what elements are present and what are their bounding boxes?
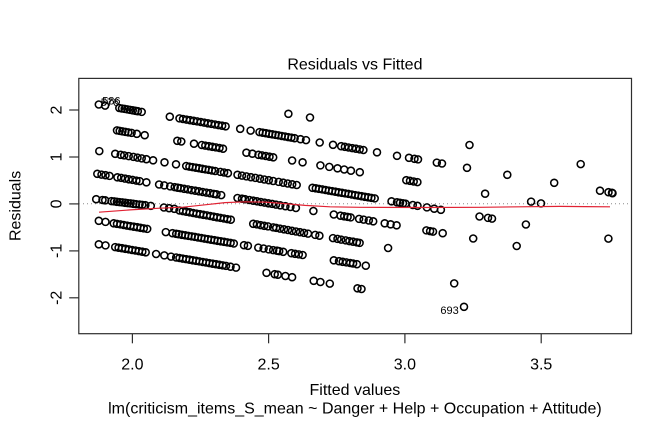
svg-text:-1: -1: [49, 244, 66, 258]
svg-text:0: 0: [49, 199, 66, 208]
svg-text:Residuals: Residuals: [8, 171, 25, 241]
svg-text:2.5: 2.5: [257, 356, 279, 373]
svg-text:-2: -2: [49, 291, 66, 305]
svg-text:lm(criticism_items_S_mean ~ Da: lm(criticism_items_S_mean ~ Danger + Hel…: [108, 401, 602, 418]
svg-text:3.0: 3.0: [394, 356, 416, 373]
svg-text:586: 586: [102, 96, 120, 108]
svg-text:Fitted values: Fitted values: [310, 382, 401, 399]
svg-text:Residuals vs Fitted: Residuals vs Fitted: [287, 57, 422, 74]
svg-text:1: 1: [49, 152, 66, 161]
svg-text:2.0: 2.0: [121, 356, 143, 373]
svg-text:3.5: 3.5: [530, 356, 552, 373]
svg-text:2: 2: [49, 105, 66, 114]
svg-text:576: 576: [101, 97, 119, 109]
svg-text:693: 693: [440, 305, 458, 317]
